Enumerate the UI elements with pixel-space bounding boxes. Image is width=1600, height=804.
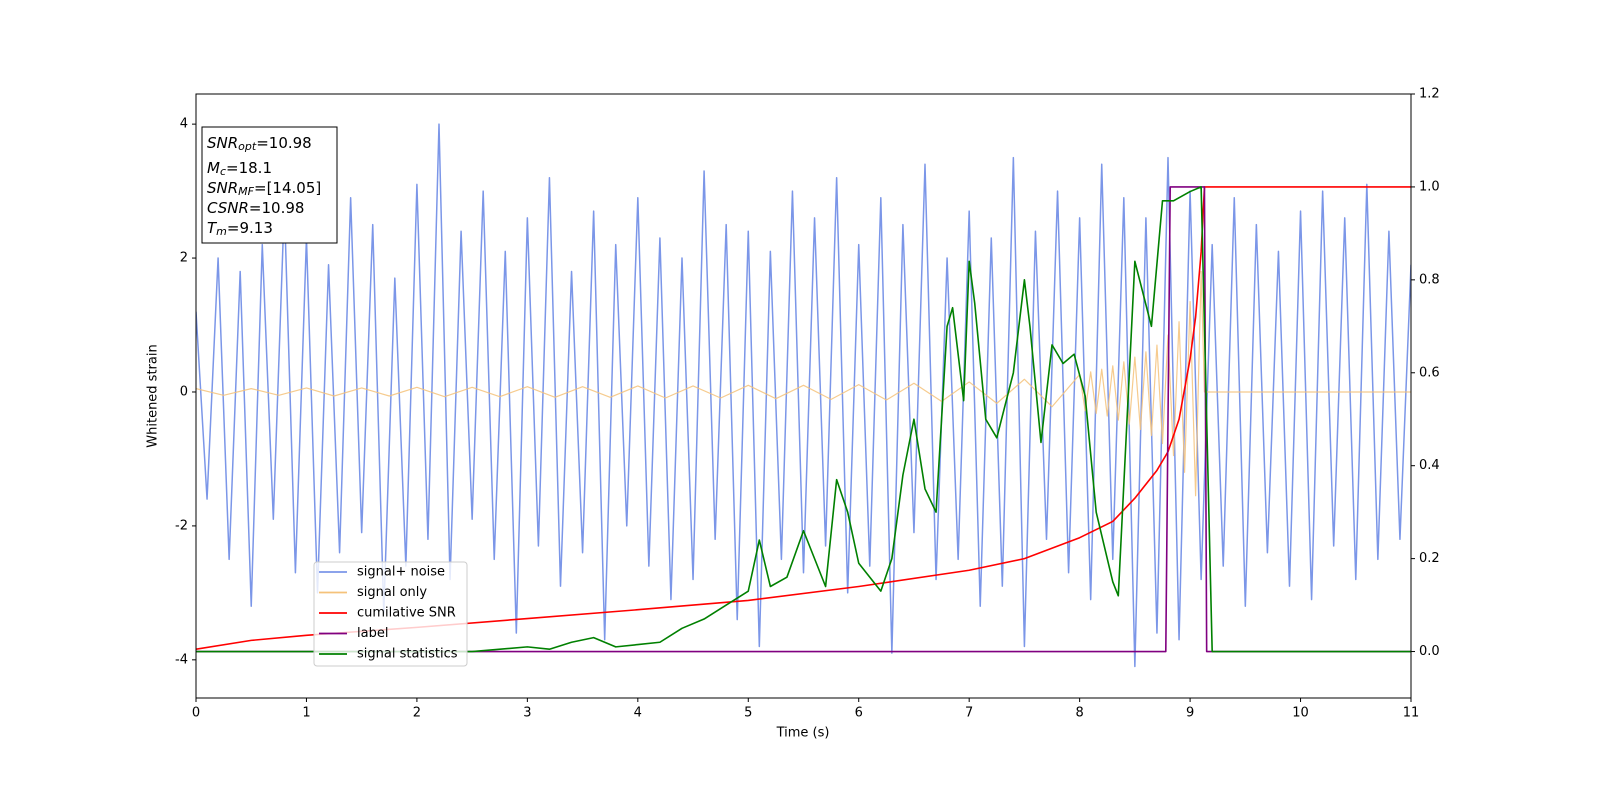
- y2-tick-label: 0.6: [1419, 365, 1440, 380]
- annotation-text: =18.1: [226, 159, 272, 177]
- series-line: [196, 123, 1411, 668]
- annotation-symbol: M: [207, 159, 220, 177]
- y-tick-label: 2: [180, 251, 188, 266]
- y-axis-label: Whitened strain: [146, 344, 161, 447]
- x-axis-label: Time (s): [776, 726, 830, 741]
- annotation-symbol: SNR: [207, 134, 238, 152]
- annotation-subscript: MF: [238, 185, 254, 198]
- annotation-line: CSNR=10.98: [207, 199, 304, 217]
- legend-label: signal+ noise: [357, 565, 445, 580]
- annotation-symbol: CSNR: [207, 199, 249, 217]
- annotation-subscript: opt: [238, 140, 257, 153]
- y-tick-label: 4: [180, 117, 188, 132]
- annotation-text: =9.13: [227, 219, 273, 237]
- y2-tick-label: 0.0: [1419, 644, 1440, 659]
- x-tick-label: 8: [1075, 706, 1083, 721]
- x-tick-label: 5: [744, 706, 752, 721]
- legend-label: signal only: [357, 585, 427, 600]
- x-tick-label: 1: [302, 706, 310, 721]
- annotation-frame: [201, 126, 338, 244]
- y2-tick-label: 0.4: [1419, 458, 1440, 473]
- annotation-box: SNRopt=10.98Mc=18.1SNRMF=[14.05]CSNR=10.…: [201, 126, 338, 244]
- y2-tick-label: 1.2: [1419, 87, 1440, 102]
- x-tick-label: 2: [413, 706, 421, 721]
- annotation-symbol: T: [207, 219, 218, 237]
- y-tick-label: -4: [175, 652, 188, 667]
- series-line: [196, 186, 1411, 653]
- annotation-subscript: m: [216, 225, 227, 238]
- y2-tick-label: 1.0: [1419, 179, 1440, 194]
- annotation-text: =[14.05]: [254, 179, 321, 197]
- axes-frame: [195, 93, 1412, 699]
- legend-label: label: [357, 626, 388, 641]
- x-tick-label: 6: [855, 706, 863, 721]
- y2-tick-label: 0.8: [1419, 272, 1440, 287]
- x-tick-label: 10: [1292, 706, 1309, 721]
- x-tick-label: 7: [965, 706, 973, 721]
- legend-frame: [313, 561, 468, 667]
- y2-tick-label: 0.2: [1419, 551, 1440, 566]
- annotation-line: SNRopt=10.98: [207, 134, 312, 154]
- annotation-line: Mc=18.1: [207, 159, 272, 179]
- x-tick-label: 0: [192, 706, 200, 721]
- x-tick-label: 4: [634, 706, 642, 721]
- annotation-symbol: SNR: [207, 179, 238, 197]
- annotation-text: =10.98: [249, 199, 305, 217]
- y-tick-label: 0: [180, 384, 188, 399]
- legend: signal+ noise signal only cumilative SNR la…: [313, 561, 468, 667]
- x-tick-label: 11: [1403, 706, 1420, 721]
- annotation-subscript: c: [220, 165, 226, 178]
- series-line: [196, 270, 1411, 497]
- x-tick-label: 9: [1186, 706, 1194, 721]
- x-tick-label: 3: [523, 706, 531, 721]
- legend-label: signal statistics: [357, 647, 458, 662]
- annotation-line: SNRMF=[14.05]: [207, 179, 321, 199]
- y-tick-label: -2: [175, 518, 188, 533]
- annotation-line: Tm=9.13: [207, 219, 273, 239]
- annotation-text: =10.98: [256, 134, 312, 152]
- legend-label: cumilative SNR: [357, 606, 456, 621]
